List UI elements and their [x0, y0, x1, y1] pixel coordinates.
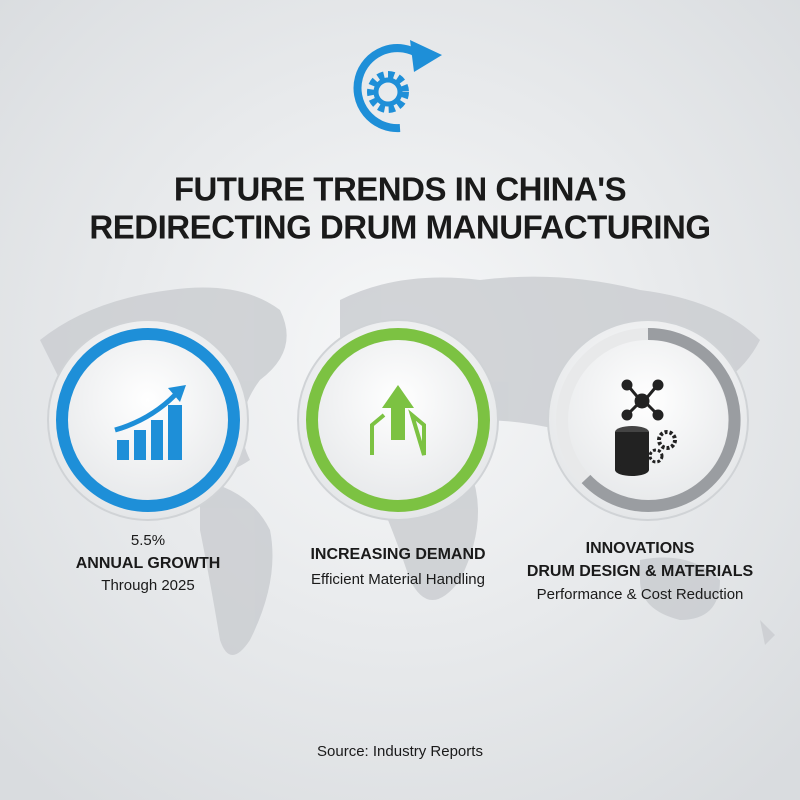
item-heading: DRUM DESIGN & MATERIALS — [527, 563, 754, 580]
source: Source: Industry Reports — [317, 743, 483, 760]
title-line: FUTURE TRENDS IN CHINA'S — [174, 171, 626, 208]
item-text: Performance & Cost Reduction — [537, 586, 744, 603]
item-heading: INCREASING DEMAND — [310, 546, 485, 563]
item-text: Efficient Material Handling — [311, 571, 485, 588]
innovation-badge — [547, 319, 749, 521]
item-heading: INNOVATIONS — [586, 540, 695, 557]
demand-badge — [297, 319, 499, 521]
item-heading: ANNUAL GROWTH — [76, 555, 221, 572]
title-line: REDIRECTING DRUM MANUFACTURING — [89, 209, 710, 246]
item-figure: 5.5% — [131, 532, 165, 549]
item-text: Through 2025 — [101, 577, 194, 594]
growth-badge — [47, 319, 249, 521]
header-icon — [353, 40, 442, 133]
